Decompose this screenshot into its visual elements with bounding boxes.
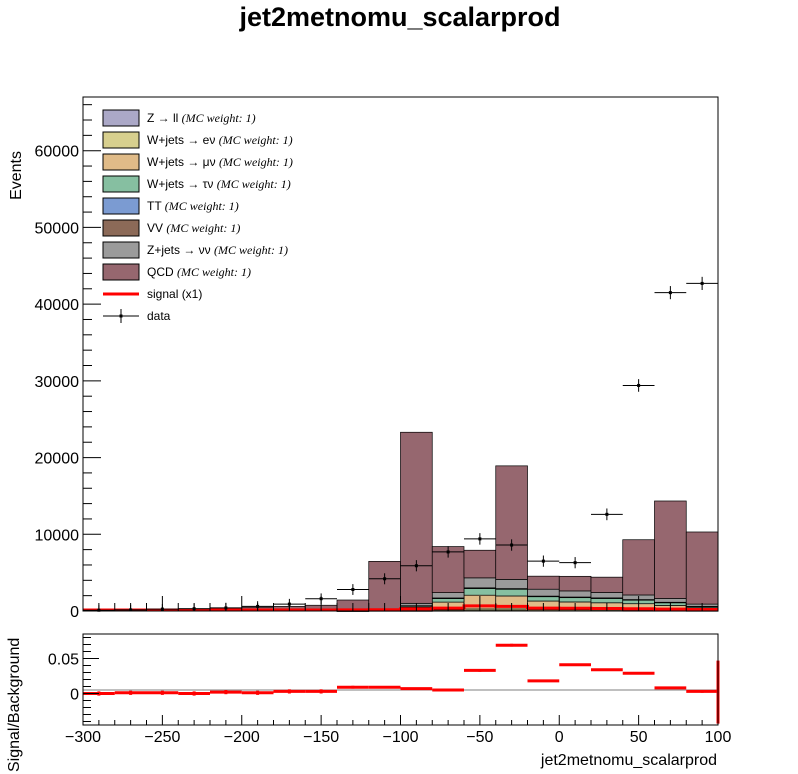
x-tick-label: −250 (144, 729, 180, 746)
legend-swatch (102, 175, 140, 193)
y-tick-label: 10000 (35, 527, 80, 544)
legend-swatch (102, 153, 140, 171)
stack-bar (622, 539, 655, 596)
ratio-frame (82, 633, 719, 726)
data-point (573, 561, 577, 565)
ratio-y-label: Signal/Background (6, 638, 23, 772)
chart-title: jet2metnomu_scalarprod (238, 2, 560, 32)
ratio-points (83, 643, 720, 724)
main-plot: 0 10000 20000 30000 40000 50000 60000 Events (8, 96, 719, 621)
legend: Z → ll (MC weight: 1) W+jets → eν (MC wei… (102, 109, 293, 323)
stack-bar (558, 590, 592, 598)
stack-bar (463, 587, 497, 596)
stack-bar (431, 592, 465, 599)
stack-bar (527, 575, 560, 590)
data-point (478, 537, 482, 541)
data-point (668, 291, 672, 295)
stack-bar (685, 531, 719, 605)
data-point (510, 543, 514, 547)
stack-bar (558, 575, 592, 592)
stack-bar (463, 549, 497, 579)
main-y-label: Events (8, 151, 25, 200)
x-tick-label: −300 (65, 729, 101, 746)
legend-swatch (102, 219, 140, 237)
ratio-y-tick-label: 0 (70, 687, 79, 704)
legend-label: TT (MC weight: 1) (147, 199, 239, 213)
data-point (637, 383, 641, 387)
x-tick-label: 100 (705, 729, 732, 746)
data-point (383, 577, 387, 581)
main-y-ticks: 0 10000 20000 30000 40000 50000 60000 (35, 104, 101, 621)
x-tick-label: 0 (555, 729, 564, 746)
legend-swatch (102, 131, 140, 149)
ratio-plot: 00.05 −300 −250 −200 −150 −100 −50 0 50 100 Sign… (6, 633, 731, 772)
legend-data-marker (119, 314, 123, 318)
data-point (351, 588, 355, 592)
x-tick-label: −100 (382, 729, 418, 746)
data-point (700, 281, 704, 285)
stack-bars (82, 431, 719, 612)
y-tick-label: 0 (70, 604, 79, 621)
stack-bar (654, 598, 687, 603)
x-axis-label: jet2metnomu_scalarprod (540, 752, 717, 769)
data-point (414, 564, 418, 568)
stack-bar (590, 592, 624, 599)
ratio-y-ticks: 00.05 (48, 637, 99, 722)
legend-swatch (102, 241, 140, 259)
stack-bar (400, 431, 433, 604)
legend-label: Z → ll (MC weight: 1) (147, 111, 256, 125)
y-tick-label: 50000 (35, 220, 80, 237)
stack-bar (463, 577, 497, 589)
stack-bar (654, 500, 687, 599)
legend-label: W+jets → τν (MC weight: 1) (147, 177, 291, 191)
ratio-y-tick-label: 0.05 (48, 652, 79, 669)
legend-label: QCD (MC weight: 1) (147, 265, 251, 279)
legend-label: W+jets → μν (MC weight: 1) (147, 155, 293, 169)
stack-bar (590, 576, 624, 593)
legend-swatch (102, 197, 140, 215)
y-tick-label: 40000 (35, 297, 80, 314)
x-tick-label: −200 (224, 729, 260, 746)
legend-label: Z+jets → νν (MC weight: 1) (147, 243, 288, 257)
data-point (605, 512, 609, 516)
stack-bar (495, 579, 528, 589)
x-axis-ticks: −300 −250 −200 −150 −100 −50 0 50 100 (65, 715, 731, 746)
y-tick-label: 20000 (35, 451, 80, 468)
data-point (541, 559, 545, 563)
legend-label: data (147, 309, 171, 323)
data-point (446, 550, 450, 554)
stack-bar (495, 465, 528, 580)
y-tick-label: 60000 (35, 144, 80, 161)
x-tick-label: −50 (466, 729, 493, 746)
stack-bar (495, 588, 528, 597)
stack-bar (527, 588, 560, 597)
x-tick-label: 50 (630, 729, 648, 746)
legend-swatch (102, 109, 140, 127)
legend-label: VV (MC weight: 1) (147, 221, 240, 235)
legend-swatch (102, 263, 140, 281)
y-tick-label: 30000 (35, 374, 80, 391)
x-tick-label: −150 (303, 729, 339, 746)
legend-label: signal (x1) (147, 287, 202, 301)
main-x-ticks (82, 596, 719, 611)
legend-label: W+jets → eν (MC weight: 1) (147, 133, 293, 147)
